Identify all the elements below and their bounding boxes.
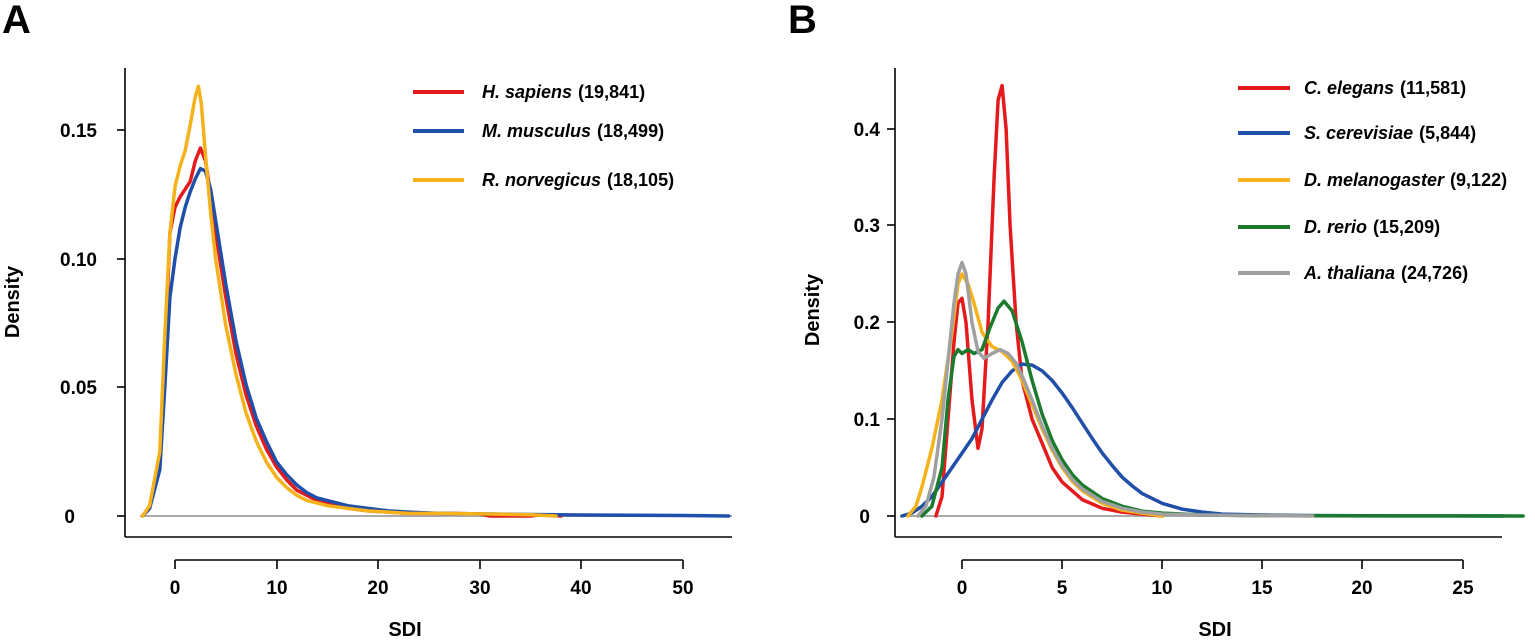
panel-a-y-tick-label: 0.05: [60, 378, 97, 399]
legend-label-c-elegans: C. elegans (11,581): [1304, 78, 1466, 98]
panel-a-y-tick-label: 0.10: [60, 250, 97, 271]
legend-species: H. sapiens: [482, 82, 572, 102]
panel-a-x-tick-label: 20: [367, 578, 388, 599]
panel-b-x-tick-label: 10: [1151, 578, 1172, 599]
legend-species: S. cerevisiae: [1304, 123, 1413, 143]
panel-b-y-tick-label: 0.1: [854, 410, 881, 431]
legend-count: (18,499): [597, 121, 664, 141]
panel-b-x-tick-label: 0: [957, 578, 968, 599]
legend-label-d-melanogaster: D. melanogaster (9,122): [1304, 170, 1507, 190]
legend-count: (18,105): [607, 170, 674, 190]
panel-a-y-tick-label: 0: [64, 507, 75, 528]
panel-a-curve-h-sapiens: [140, 146, 563, 518]
legend-label-h-sapiens: H. sapiens (19,841): [482, 82, 645, 102]
panel-b-x-axis-title: SDI: [1198, 619, 1231, 641]
panel-b-x-tick-label: 5: [1057, 578, 1068, 599]
panel-a: A 0 10 20 30 40 50 0 0.05 0.10 0.15 SDI …: [2, 0, 732, 641]
legend-count: (5,844): [1419, 123, 1476, 143]
legend-label-r-norvegicus: R. norvegicus (18,105): [482, 170, 674, 190]
legend-count: (19,841): [578, 82, 645, 102]
panel-a-letter: A: [2, 0, 31, 42]
legend-label-m-musculus: M. musculus (18,499): [482, 121, 664, 141]
legend-species: C. elegans: [1304, 78, 1394, 98]
legend-count: (9,122): [1450, 170, 1507, 190]
panel-b-y-tick-label: 0.3: [854, 216, 880, 237]
panel-a-y-tick-label: 0.15: [60, 121, 97, 142]
legend-species: D. rerio: [1304, 217, 1367, 237]
panel-b-legend: C. elegans (11,581) S. cerevisiae (5,844) …: [1238, 78, 1507, 283]
panel-a-x-tick-label: 30: [469, 578, 490, 599]
panel-a-legend: H. sapiens (19,841) M. musculus (18,499) R…: [413, 82, 674, 190]
panel-b-y-tick-label: 0: [859, 507, 870, 528]
panel-a-series-group: [140, 84, 731, 518]
legend-label-a-thaliana: A. thaliana (24,726): [1303, 263, 1468, 283]
panel-b-curve-c-elegans: [934, 83, 1165, 518]
panel-a-x-tick-label: 0: [170, 578, 181, 599]
panel-a-x-tick-label: 50: [672, 578, 693, 599]
legend-count: (11,581): [1400, 78, 1466, 98]
panel-b-x-tick-label: 25: [1452, 578, 1474, 599]
legend-species: R. norvegicus: [482, 170, 601, 190]
legend-label-d-rerio: D. rerio (15,209): [1304, 217, 1440, 237]
panel-b-curve-s-cerevisiae: [900, 362, 1505, 518]
panel-a-y-axis-title: Density: [2, 265, 24, 338]
legend-count: (24,726): [1401, 263, 1468, 283]
panel-b-x-tick-label: 20: [1351, 578, 1372, 599]
panel-b-curve-a-thaliana: [916, 260, 1315, 518]
legend-species: D. melanogaster: [1304, 170, 1445, 190]
legend-count: (15,209): [1373, 217, 1440, 237]
panel-b-y-tick-label: 0.2: [854, 313, 880, 334]
panel-b-series-group: [900, 83, 1525, 518]
panel-a-x-axis-title: SDI: [388, 619, 421, 641]
panel-b-letter: B: [788, 0, 817, 42]
panel-a-curve-r-norvegicus: [140, 84, 558, 518]
panel-a-x-tick-label: 40: [570, 578, 591, 599]
panel-a-x-tick-label: 10: [266, 578, 287, 599]
panel-b-x-tick-label: 15: [1251, 578, 1273, 599]
panel-b-y-axis-title: Density: [802, 273, 824, 346]
panel-b-y-tick-label: 0.4: [854, 120, 881, 141]
panel-b: B 0 5 10 15 20 25 0 0.1 0.2 0.3 0.4 SDI …: [788, 0, 1525, 641]
legend-species: M. musculus: [482, 121, 591, 141]
panel-b-curve-d-rerio: [920, 299, 1525, 518]
legend-species: A. thaliana: [1303, 263, 1395, 283]
legend-label-s-cerevisiae: S. cerevisiae (5,844): [1304, 123, 1476, 143]
